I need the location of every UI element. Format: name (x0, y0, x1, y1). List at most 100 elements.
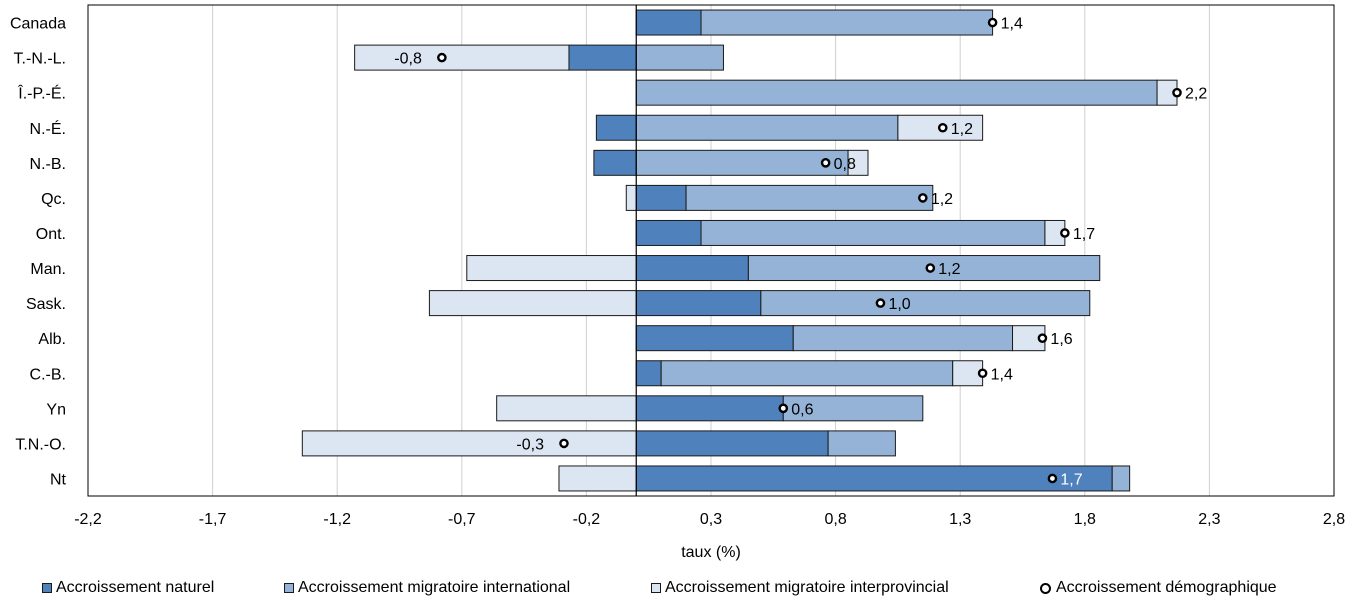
legend-label-natural: Accroissement naturel (56, 579, 215, 596)
category-label: T.-N.-L. (14, 51, 66, 68)
bar-interprovincial (466, 255, 637, 282)
category-label: Man. (30, 261, 66, 278)
x-axis-label: taux (%) (681, 544, 741, 561)
bar-interprovincial (952, 360, 984, 387)
category-label: N.-É. (30, 119, 66, 138)
x-tick-label: 1,8 (1074, 511, 1096, 528)
bar-interprovincial (354, 44, 570, 71)
bar-natural (568, 44, 637, 71)
chart: Canada T.-N.-L. Î.-P.-É. N.-É. N.-B. Qc. Ont. M… (10, 4, 1345, 561)
x-tick-label: -0,7 (448, 511, 476, 528)
legend-label-total: Accroissement démographique (1056, 579, 1277, 596)
total-label: -0,3 (516, 436, 544, 453)
plot-frame (87, 4, 1335, 497)
bar-international (747, 255, 1101, 282)
point-total (437, 52, 447, 63)
bar-natural (635, 395, 784, 422)
category-label: Yn (46, 401, 66, 418)
legend-item-total: Accroissement démographique (1040, 579, 1277, 597)
bar-interprovincial (496, 395, 637, 422)
category-label: Î.-P.-É. (17, 84, 66, 103)
legend-item-international: Accroissement migratoire international (284, 579, 570, 597)
bar-international (827, 430, 896, 457)
total-label: 1,2 (931, 191, 953, 208)
bar-international (635, 149, 849, 176)
bar-natural (635, 290, 762, 317)
x-tick-label: 2,8 (1323, 511, 1345, 528)
point-total (937, 122, 948, 133)
bar-international (1111, 465, 1131, 492)
bar-natural (635, 430, 829, 457)
category-label: Qc. (41, 191, 66, 208)
point-total (1060, 228, 1070, 238)
bar-natural (635, 9, 702, 36)
total-label: 1,0 (888, 296, 910, 313)
total-label: 2,2 (1185, 86, 1207, 103)
point-total (977, 368, 988, 379)
legend-swatch-international (284, 583, 294, 593)
category-label: Nt (50, 471, 67, 488)
x-tick-label: -1,2 (323, 511, 351, 528)
legend-swatch-interprovincial (651, 583, 661, 593)
legend-marker-total (1040, 582, 1051, 594)
category-label: Ont. (36, 226, 66, 243)
bar-interprovincial (558, 465, 637, 492)
legend: Accroissement naturel Accroissement migr… (0, 575, 1360, 601)
point-total (987, 17, 998, 28)
total-label: 1,6 (1050, 331, 1072, 348)
legend-item-interprovincial: Accroissement migratoire interprovincial (651, 579, 949, 597)
bar-international (660, 360, 954, 387)
bar-international (635, 44, 724, 71)
bar-natural (635, 465, 1113, 492)
bar-interprovincial (301, 430, 637, 457)
x-tick-label: 1,3 (949, 511, 971, 528)
total-label: 1,2 (951, 121, 973, 138)
bar-natural (595, 114, 637, 141)
legend-swatch-natural (42, 583, 52, 593)
total-label: 1,2 (938, 261, 960, 278)
point-total (778, 403, 789, 414)
category-label: Canada (10, 16, 66, 33)
total-label: 0,8 (834, 156, 856, 173)
legend-label-international: Accroissement migratoire international (298, 579, 571, 596)
bar-natural (635, 360, 662, 387)
category-label: C.-B. (30, 366, 66, 383)
bar-international (760, 290, 1091, 317)
bar-natural (635, 255, 749, 282)
total-label: 1,7 (1060, 471, 1082, 488)
point-total (918, 193, 928, 203)
bar-international (782, 395, 924, 422)
bar-international (700, 9, 994, 36)
total-label: 0,6 (791, 401, 813, 418)
bar-interprovincial (428, 290, 637, 317)
point-total (820, 158, 831, 168)
category-label: Alb. (38, 331, 66, 348)
total-label: 1,4 (1001, 16, 1023, 33)
x-tick-label: 2,3 (1198, 511, 1220, 528)
bar-natural (635, 325, 794, 352)
bar-international (635, 79, 1158, 106)
bar-international (700, 219, 1046, 246)
point-total (1172, 87, 1182, 98)
category-label: N.-B. (30, 156, 66, 173)
legend-item-natural: Accroissement naturel (42, 579, 214, 597)
bar-international (685, 184, 934, 211)
x-tick-label: -0,2 (573, 511, 601, 528)
x-tick-label: 0,3 (700, 511, 722, 528)
category-label: Sask. (26, 296, 66, 313)
total-label: -0,8 (394, 51, 422, 68)
point-total (559, 438, 569, 449)
point-total (1037, 333, 1048, 343)
bar-international (792, 325, 1014, 352)
bar-natural (635, 219, 702, 246)
bar-interprovincial (847, 149, 869, 176)
bar-natural (635, 184, 687, 211)
point-total (925, 263, 936, 273)
bar-interprovincial (625, 184, 637, 211)
x-tick-label: -1,7 (199, 511, 227, 528)
bar-natural (593, 149, 637, 176)
total-label: 1,4 (991, 366, 1013, 383)
x-tick-label: -2,2 (74, 511, 102, 528)
bar-international (635, 114, 899, 141)
x-tick-label: 0,8 (824, 511, 846, 528)
